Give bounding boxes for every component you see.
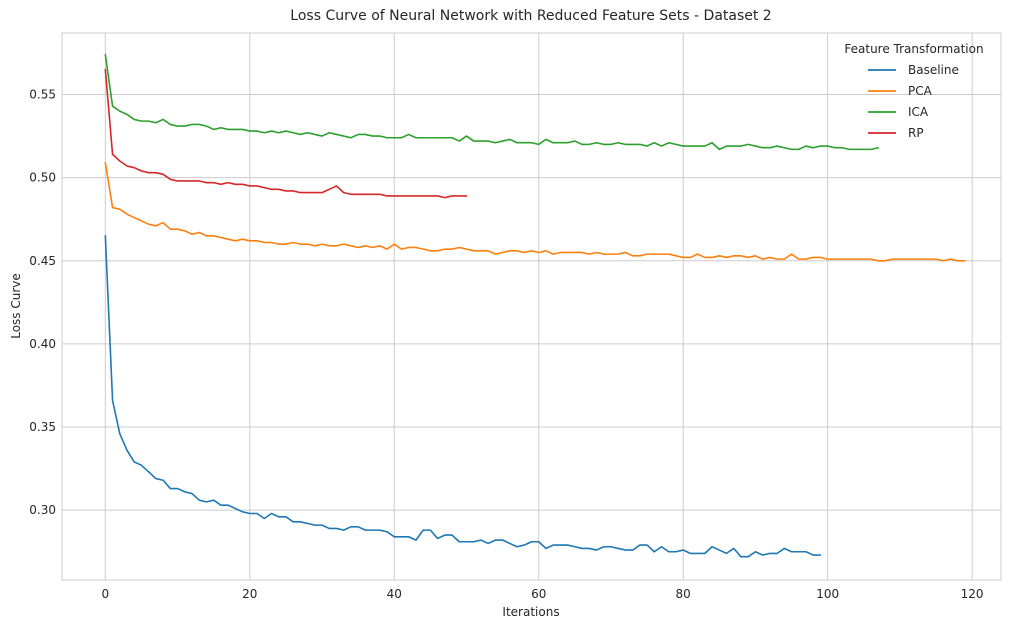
series-line-pca <box>104 161 966 262</box>
plot-area <box>62 33 1001 580</box>
legend-label-baseline: Baseline <box>908 63 959 77</box>
legend: Feature Transformation Baseline PCA ICA RP <box>844 42 983 140</box>
x-tick-label: 120 <box>961 587 984 601</box>
x-tick-label: 80 <box>676 587 691 601</box>
x-tick-label: 40 <box>387 587 402 601</box>
x-tick-label: 0 <box>102 587 110 601</box>
legend-label-ica: ICA <box>908 105 929 119</box>
y-tick-label: 0.35 <box>29 420 56 434</box>
grid-lines <box>62 33 1001 580</box>
y-tick-label: 0.50 <box>29 171 56 185</box>
y-tick-label: 0.45 <box>29 254 56 268</box>
x-axis-label: Iterations <box>502 605 559 619</box>
y-tick-label: 0.40 <box>29 337 56 351</box>
plot-frame <box>61 32 1002 581</box>
y-axis-label: Loss Curve <box>9 273 23 339</box>
x-tick-label: 60 <box>531 587 546 601</box>
x-tick-label: 100 <box>816 587 839 601</box>
x-tick-label: 20 <box>242 587 257 601</box>
x-axis-ticks: 0 20 40 60 80 100 120 <box>102 587 984 601</box>
y-tick-label: 0.55 <box>29 88 56 102</box>
legend-label-pca: PCA <box>908 84 933 98</box>
legend-title: Feature Transformation <box>844 42 983 56</box>
series-lines <box>104 53 966 558</box>
legend-entries: Baseline PCA ICA RP <box>868 63 959 140</box>
y-axis-ticks: 0.30 0.35 0.40 0.45 0.50 0.55 <box>29 88 56 518</box>
series-line-rp <box>104 68 468 199</box>
chart-title: Loss Curve of Neural Network with Reduce… <box>290 8 771 24</box>
legend-label-rp: RP <box>908 126 924 140</box>
series-line-ica <box>104 53 880 151</box>
y-tick-label: 0.30 <box>29 503 56 517</box>
series-line-baseline <box>104 235 822 558</box>
